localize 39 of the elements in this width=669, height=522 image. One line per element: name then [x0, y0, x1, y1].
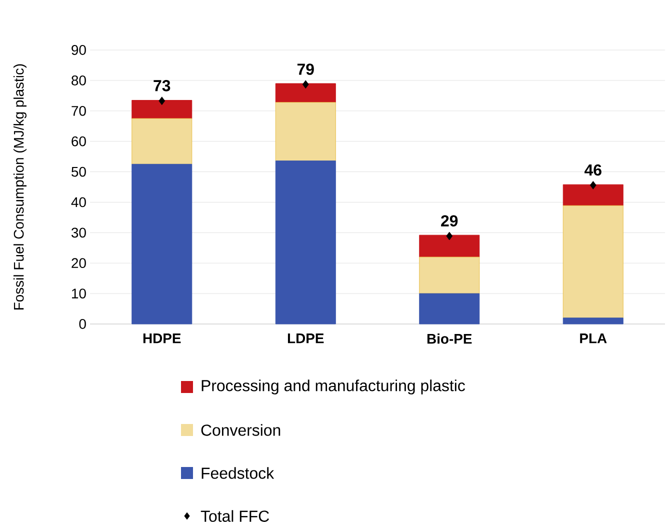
- bar: [275, 160, 336, 324]
- y-tick-label: 90: [72, 45, 86, 55]
- legend-label: Processing and manufacturing plastic: [202, 380, 465, 394]
- bar: [275, 83, 336, 103]
- bar: [275, 102, 336, 162]
- bar: [562, 318, 624, 324]
- x-tick-label: LDPE: [288, 334, 324, 344]
- point: [158, 96, 166, 106]
- legend-label: Total FFC: [200, 510, 269, 522]
- y-tick-label: 0: [79, 319, 86, 329]
- bar: [419, 234, 480, 258]
- bar: [419, 293, 480, 324]
- data-label: 73: [154, 80, 170, 92]
- data-label: 29: [441, 215, 458, 226]
- point: [302, 80, 309, 89]
- point: [590, 180, 596, 190]
- bar: [562, 205, 624, 318]
- y-tick-label: 30: [71, 228, 86, 238]
- bar: [132, 164, 192, 324]
- point: [446, 232, 453, 240]
- data-label: 46: [584, 164, 602, 176]
- x-tick-label: Bio-PE: [427, 334, 472, 344]
- y-tick-label: 40: [71, 197, 86, 208]
- y-tick-label: 10: [72, 288, 86, 298]
- x-tick-label: HDPE: [143, 334, 181, 344]
- y-tick-label: 50: [72, 166, 86, 177]
- legend-label: Feedstock: [202, 467, 274, 479]
- y-tick-label: 60: [72, 136, 86, 146]
- bar: [132, 100, 192, 119]
- bar: [419, 256, 480, 294]
- data-label: 79: [297, 64, 314, 75]
- legend-label: Conversion: [201, 424, 280, 436]
- y-tick-label: 80: [72, 76, 86, 86]
- x-tick-label: PLA: [580, 334, 607, 344]
- bar: [132, 118, 192, 164]
- y-tick-label: 70: [72, 106, 86, 116]
- y-tick-label: 20: [72, 258, 86, 268]
- y-axis-title: Fossil Fuel Consumption (MJ/kg plastic): [13, 64, 26, 310]
- bar: [562, 184, 624, 206]
